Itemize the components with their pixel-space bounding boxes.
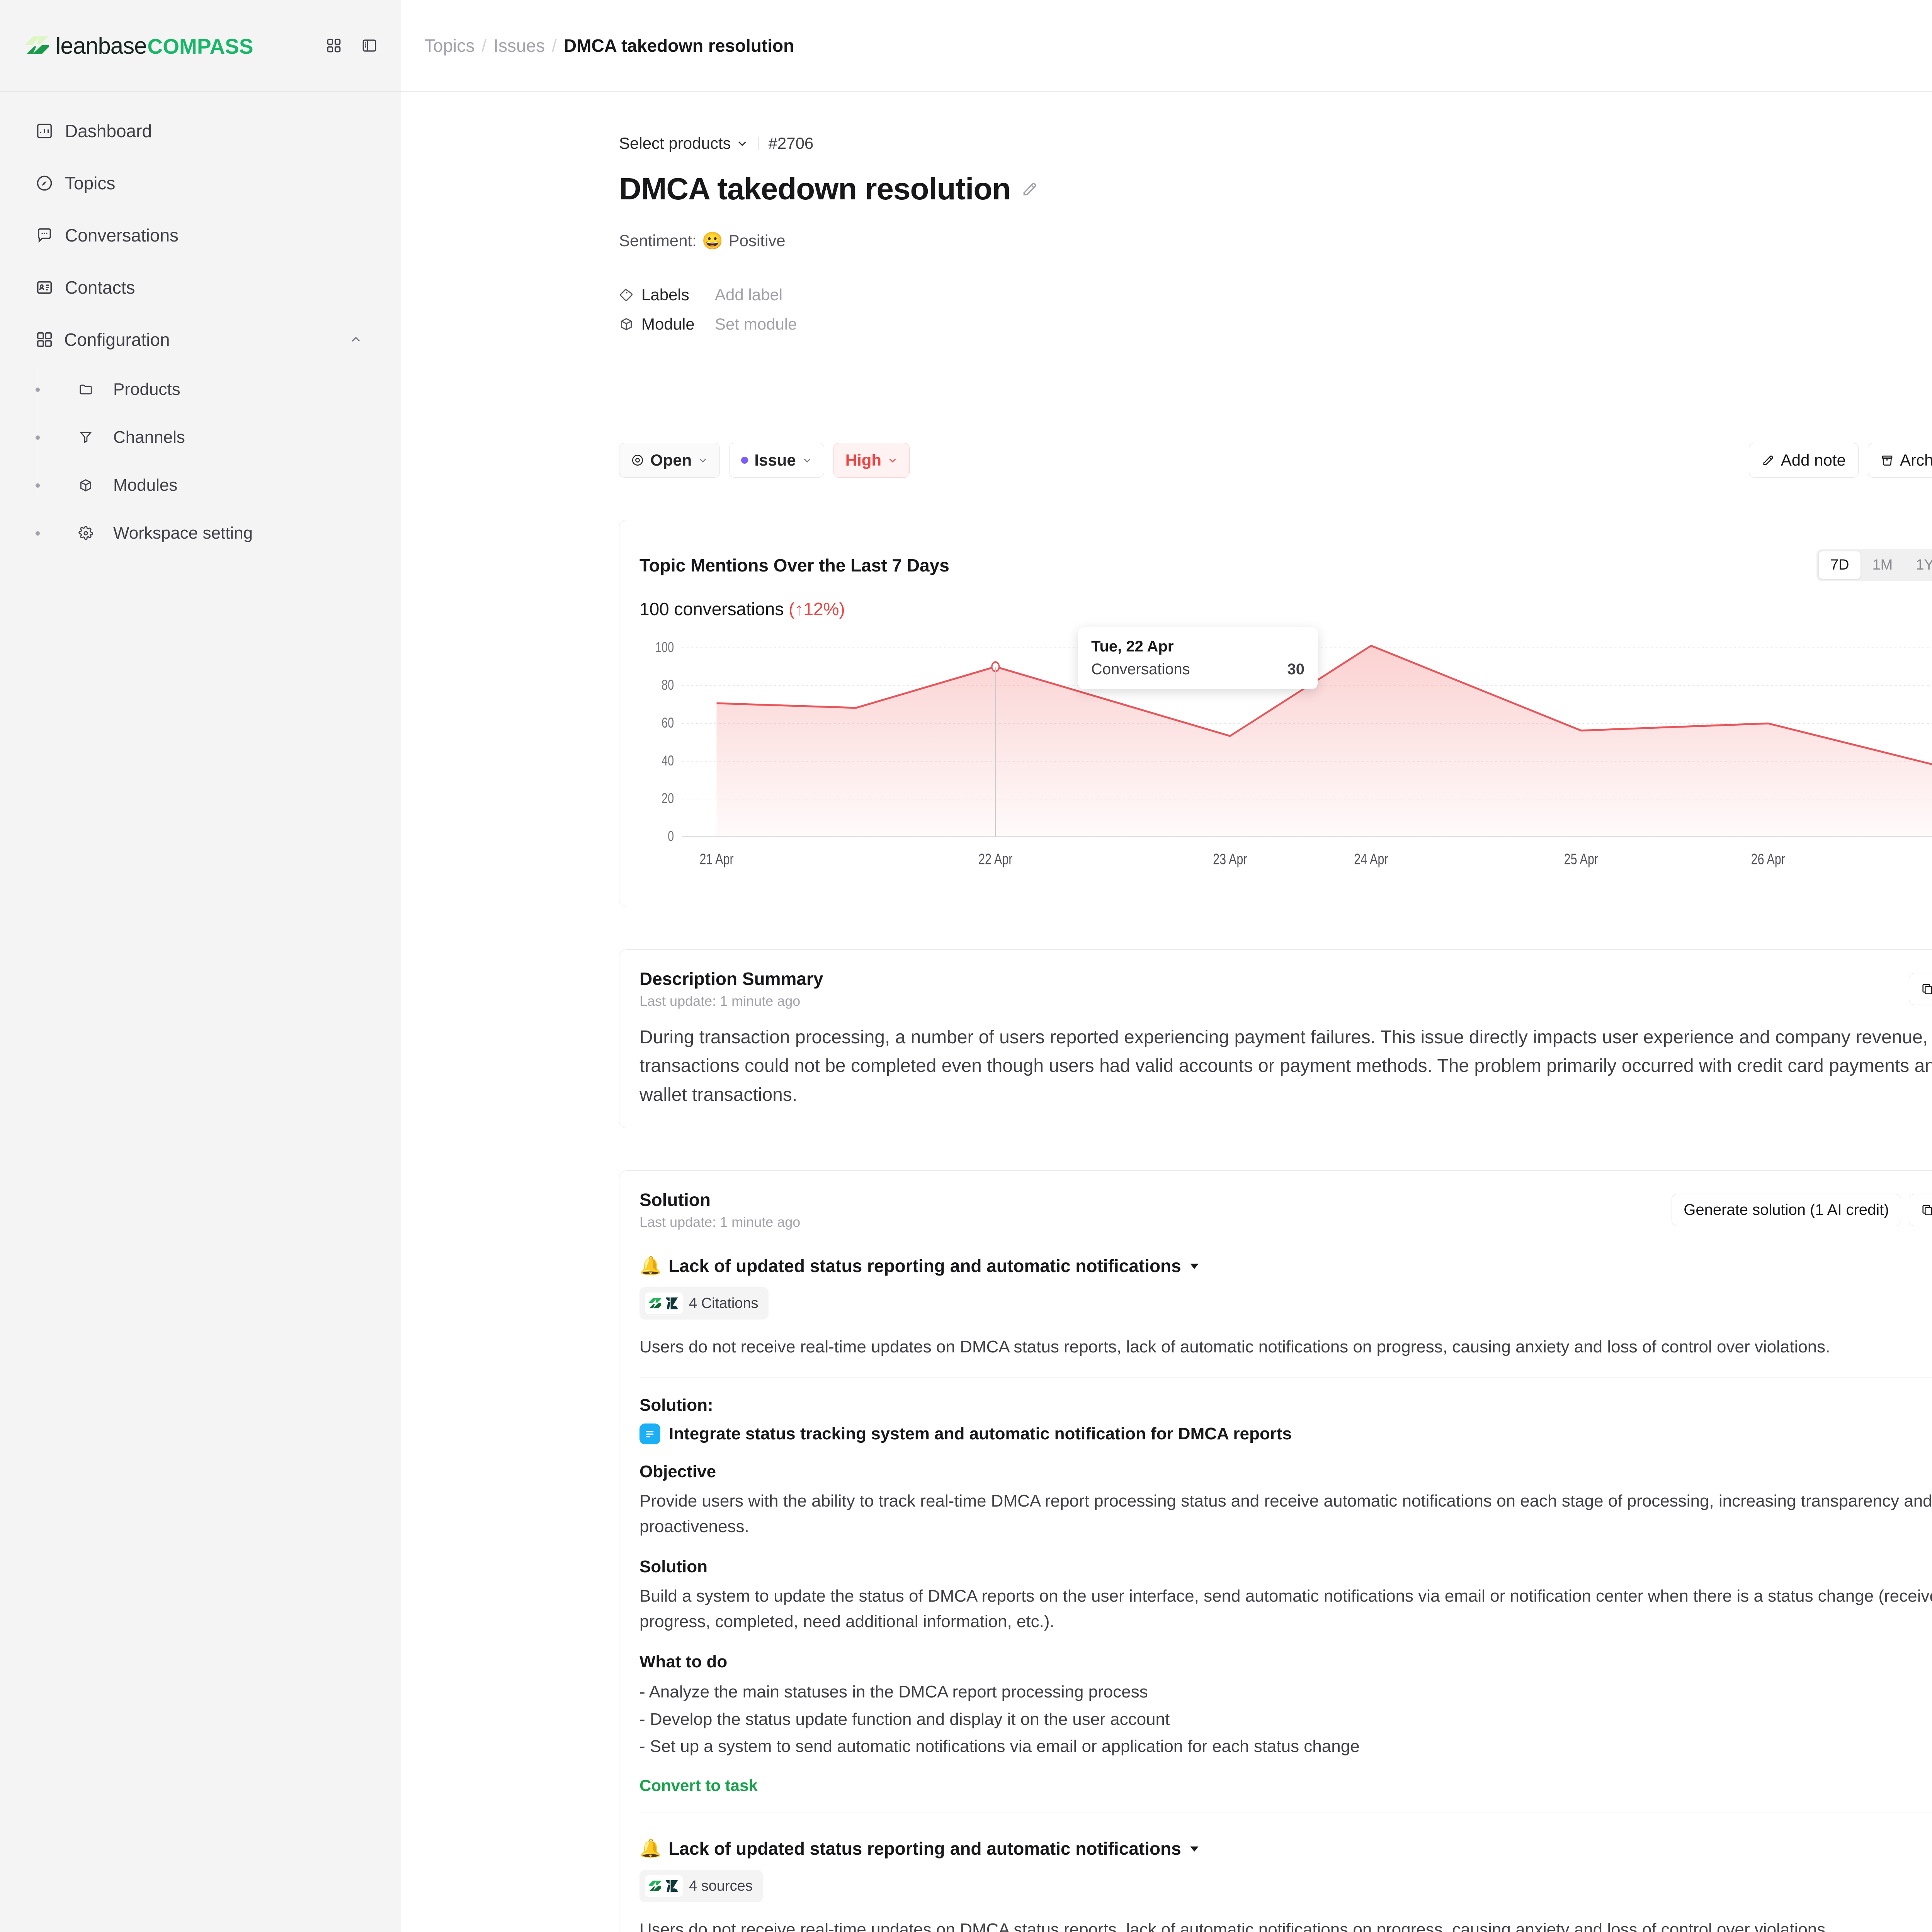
svg-text:26 Apr: 26 Apr [1751, 851, 1786, 867]
svg-text:23 Apr: 23 Apr [1213, 851, 1247, 867]
svg-text:0: 0 [668, 828, 674, 844]
svg-text:21 Apr: 21 Apr [699, 851, 734, 867]
svg-text:80: 80 [662, 677, 674, 693]
svg-text:20: 20 [662, 791, 674, 806]
svg-text:22 Apr: 22 Apr [978, 851, 1013, 867]
svg-text:100: 100 [655, 639, 674, 655]
svg-text:25 Apr: 25 Apr [1564, 851, 1599, 867]
svg-text:24 Apr: 24 Apr [1354, 851, 1388, 867]
svg-text:40: 40 [662, 753, 674, 769]
svg-text:60: 60 [662, 715, 674, 731]
